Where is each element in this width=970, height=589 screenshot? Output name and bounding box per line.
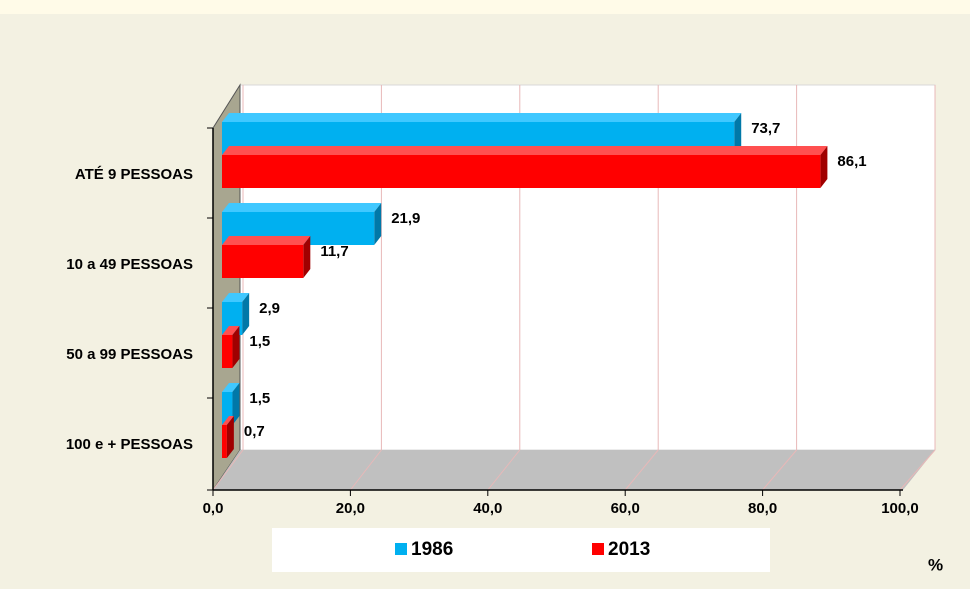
bar-top	[222, 203, 382, 212]
y-tick-label: 50 a 99 PESSOAS	[66, 346, 193, 363]
bar-side	[226, 416, 234, 458]
data-label: 2,9	[259, 300, 280, 317]
y-tick-label: 100 e + PESSOAS	[66, 436, 193, 453]
legend	[272, 528, 770, 572]
bar-side	[232, 326, 240, 368]
bar-side	[303, 236, 311, 278]
bar-top	[222, 146, 828, 155]
bar-top	[222, 293, 250, 302]
x-tick-label: 40,0	[473, 500, 502, 517]
floor-grid-line	[350, 449, 382, 491]
bar-top	[222, 236, 311, 245]
x-tick-label: 60,0	[611, 500, 640, 517]
bar-front	[222, 392, 233, 425]
bar	[222, 326, 240, 368]
x-axis-label: %	[928, 555, 943, 574]
y-ticks	[207, 127, 213, 491]
bar-front	[222, 155, 821, 188]
bar-side	[242, 293, 250, 335]
data-label: 1,5	[249, 333, 270, 350]
data-label: 86,1	[837, 153, 866, 170]
bar	[222, 146, 828, 188]
bar	[222, 236, 311, 278]
floor-grid-line	[212, 449, 244, 491]
y-tick-label: ATÉ 9 PESSOAS	[75, 166, 193, 183]
data-label: 0,7	[244, 423, 265, 440]
bar	[222, 416, 234, 458]
bar-top	[222, 326, 240, 335]
top-strip	[0, 0, 970, 14]
legend-swatch	[395, 543, 407, 555]
x-tick-label: 0,0	[203, 500, 224, 517]
bar-top	[222, 416, 234, 425]
bar-side	[820, 146, 828, 188]
bar-side	[232, 383, 240, 425]
bar-front	[222, 335, 233, 368]
floor-grid-line	[624, 449, 659, 491]
floor-grid-line	[899, 449, 936, 491]
legend-label: 1986	[411, 539, 453, 560]
floor	[213, 450, 935, 490]
bar-front	[222, 425, 227, 458]
bar-top	[222, 113, 742, 122]
legend-swatch	[592, 543, 604, 555]
bars	[222, 113, 828, 458]
bar-side	[734, 113, 742, 155]
bar-front	[222, 245, 304, 278]
legend-label: 2013	[608, 539, 650, 560]
data-label: 73,7	[751, 120, 780, 137]
data-label: 21,9	[391, 210, 420, 227]
floor-grid-line	[487, 449, 521, 491]
floor-grid-line	[762, 449, 797, 491]
x-tick-label: 80,0	[748, 500, 777, 517]
y-tick-label: 10 a 49 PESSOAS	[66, 256, 193, 273]
data-label: 11,7	[320, 243, 348, 260]
x-tick-label: 100,0	[881, 500, 919, 517]
bar-side	[374, 203, 382, 245]
bar	[222, 383, 240, 425]
bar-top	[222, 383, 240, 392]
x-tick-label: 20,0	[336, 500, 365, 517]
data-label: 1,5	[249, 390, 270, 407]
